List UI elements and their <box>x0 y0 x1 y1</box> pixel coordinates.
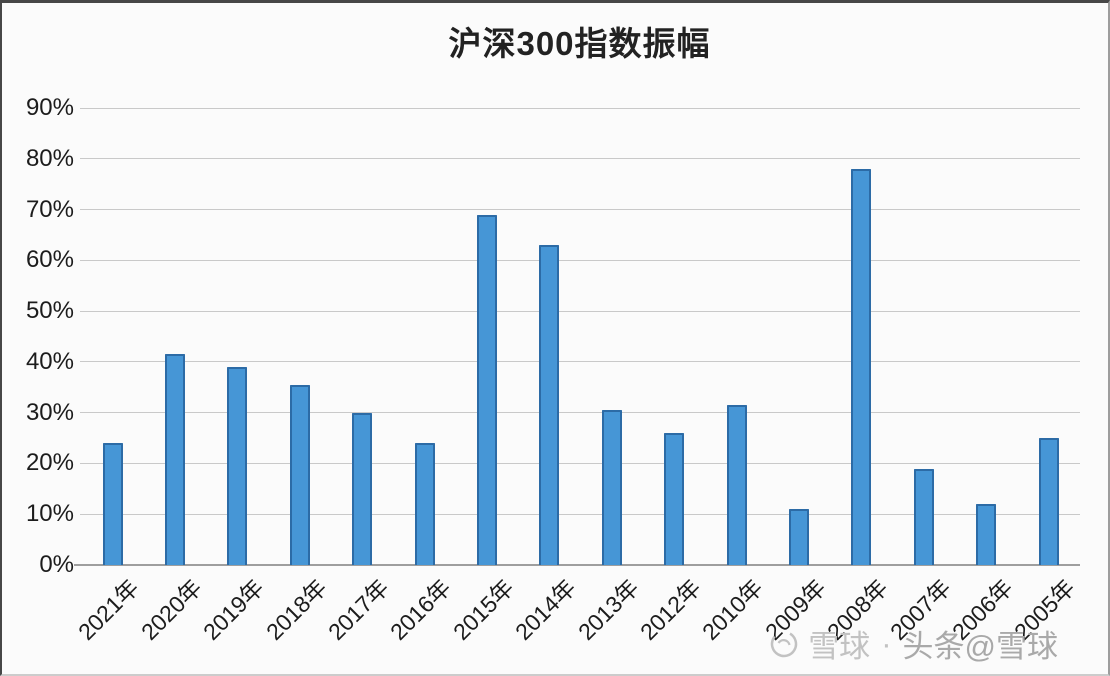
y-axis-label: 50% <box>25 297 74 325</box>
y-axis-label: 60% <box>25 246 74 274</box>
x-axis-label: 2012年 <box>634 574 706 646</box>
bar-2014年 <box>539 245 560 565</box>
x-axis-label: 2009年 <box>759 574 831 646</box>
x-axis-label: 2010年 <box>697 574 769 646</box>
y-axis-label: 70% <box>25 195 74 223</box>
y-axis-label: 30% <box>25 398 74 426</box>
gridline <box>80 209 1080 211</box>
gridline <box>80 310 1080 312</box>
bar-2020年 <box>164 354 185 565</box>
bar-2005年 <box>1038 438 1059 565</box>
gridline <box>80 107 1080 109</box>
x-axis-label: 2018年 <box>260 574 332 646</box>
plot-area: 0% 10% 20% 30% 40% 50% 60% 70% 80% 90% 2021年 2020年 2… <box>2 3 1108 674</box>
gridline <box>80 361 1080 363</box>
bar-2007年 <box>913 468 934 565</box>
bar-2013年 <box>601 410 622 565</box>
bar-2017年 <box>352 412 373 565</box>
y-axis-label: 40% <box>25 347 74 375</box>
x-axis-label: 2015年 <box>447 574 519 646</box>
chart-title: 沪深300指数振幅 <box>448 25 711 62</box>
x-axis-label: 2014年 <box>510 574 581 646</box>
gridline <box>80 462 1080 464</box>
x-axis-label: 2007年 <box>884 574 956 646</box>
bar-2008年 <box>851 168 872 565</box>
x-axis-label: 2020年 <box>135 574 207 646</box>
bar-2019年 <box>227 366 248 565</box>
x-axis-label: 2021年 <box>73 574 145 646</box>
x-axis-label: 2005年 <box>1009 574 1081 646</box>
x-axis-label: 2017年 <box>322 574 394 646</box>
bar-2012年 <box>664 432 685 565</box>
gridline <box>80 513 1080 515</box>
y-axis-label: 10% <box>25 500 74 528</box>
gridline <box>80 412 1080 414</box>
x-axis-label: 2016年 <box>385 574 457 646</box>
bar-2006年 <box>976 504 997 565</box>
x-axis-label: 2006年 <box>946 574 1018 646</box>
bar-2010年 <box>726 405 747 565</box>
gridline <box>80 259 1080 261</box>
bar-2021年 <box>102 443 123 565</box>
x-axis-label: 2019年 <box>198 574 269 646</box>
y-axis-label: 80% <box>25 144 74 172</box>
x-axis-label: 2008年 <box>822 574 893 646</box>
bar-2018年 <box>289 384 310 565</box>
y-axis-label: 20% <box>25 449 74 477</box>
y-axis-label: 90% <box>25 94 74 121</box>
gridline <box>80 158 1080 160</box>
x-axis-line <box>74 564 1080 566</box>
x-axis-label: 2013年 <box>572 574 644 646</box>
bar-2016年 <box>414 443 435 565</box>
bar-2015年 <box>476 214 497 565</box>
y-axis-label: 0% <box>39 551 74 578</box>
bar-2009年 <box>788 509 809 565</box>
